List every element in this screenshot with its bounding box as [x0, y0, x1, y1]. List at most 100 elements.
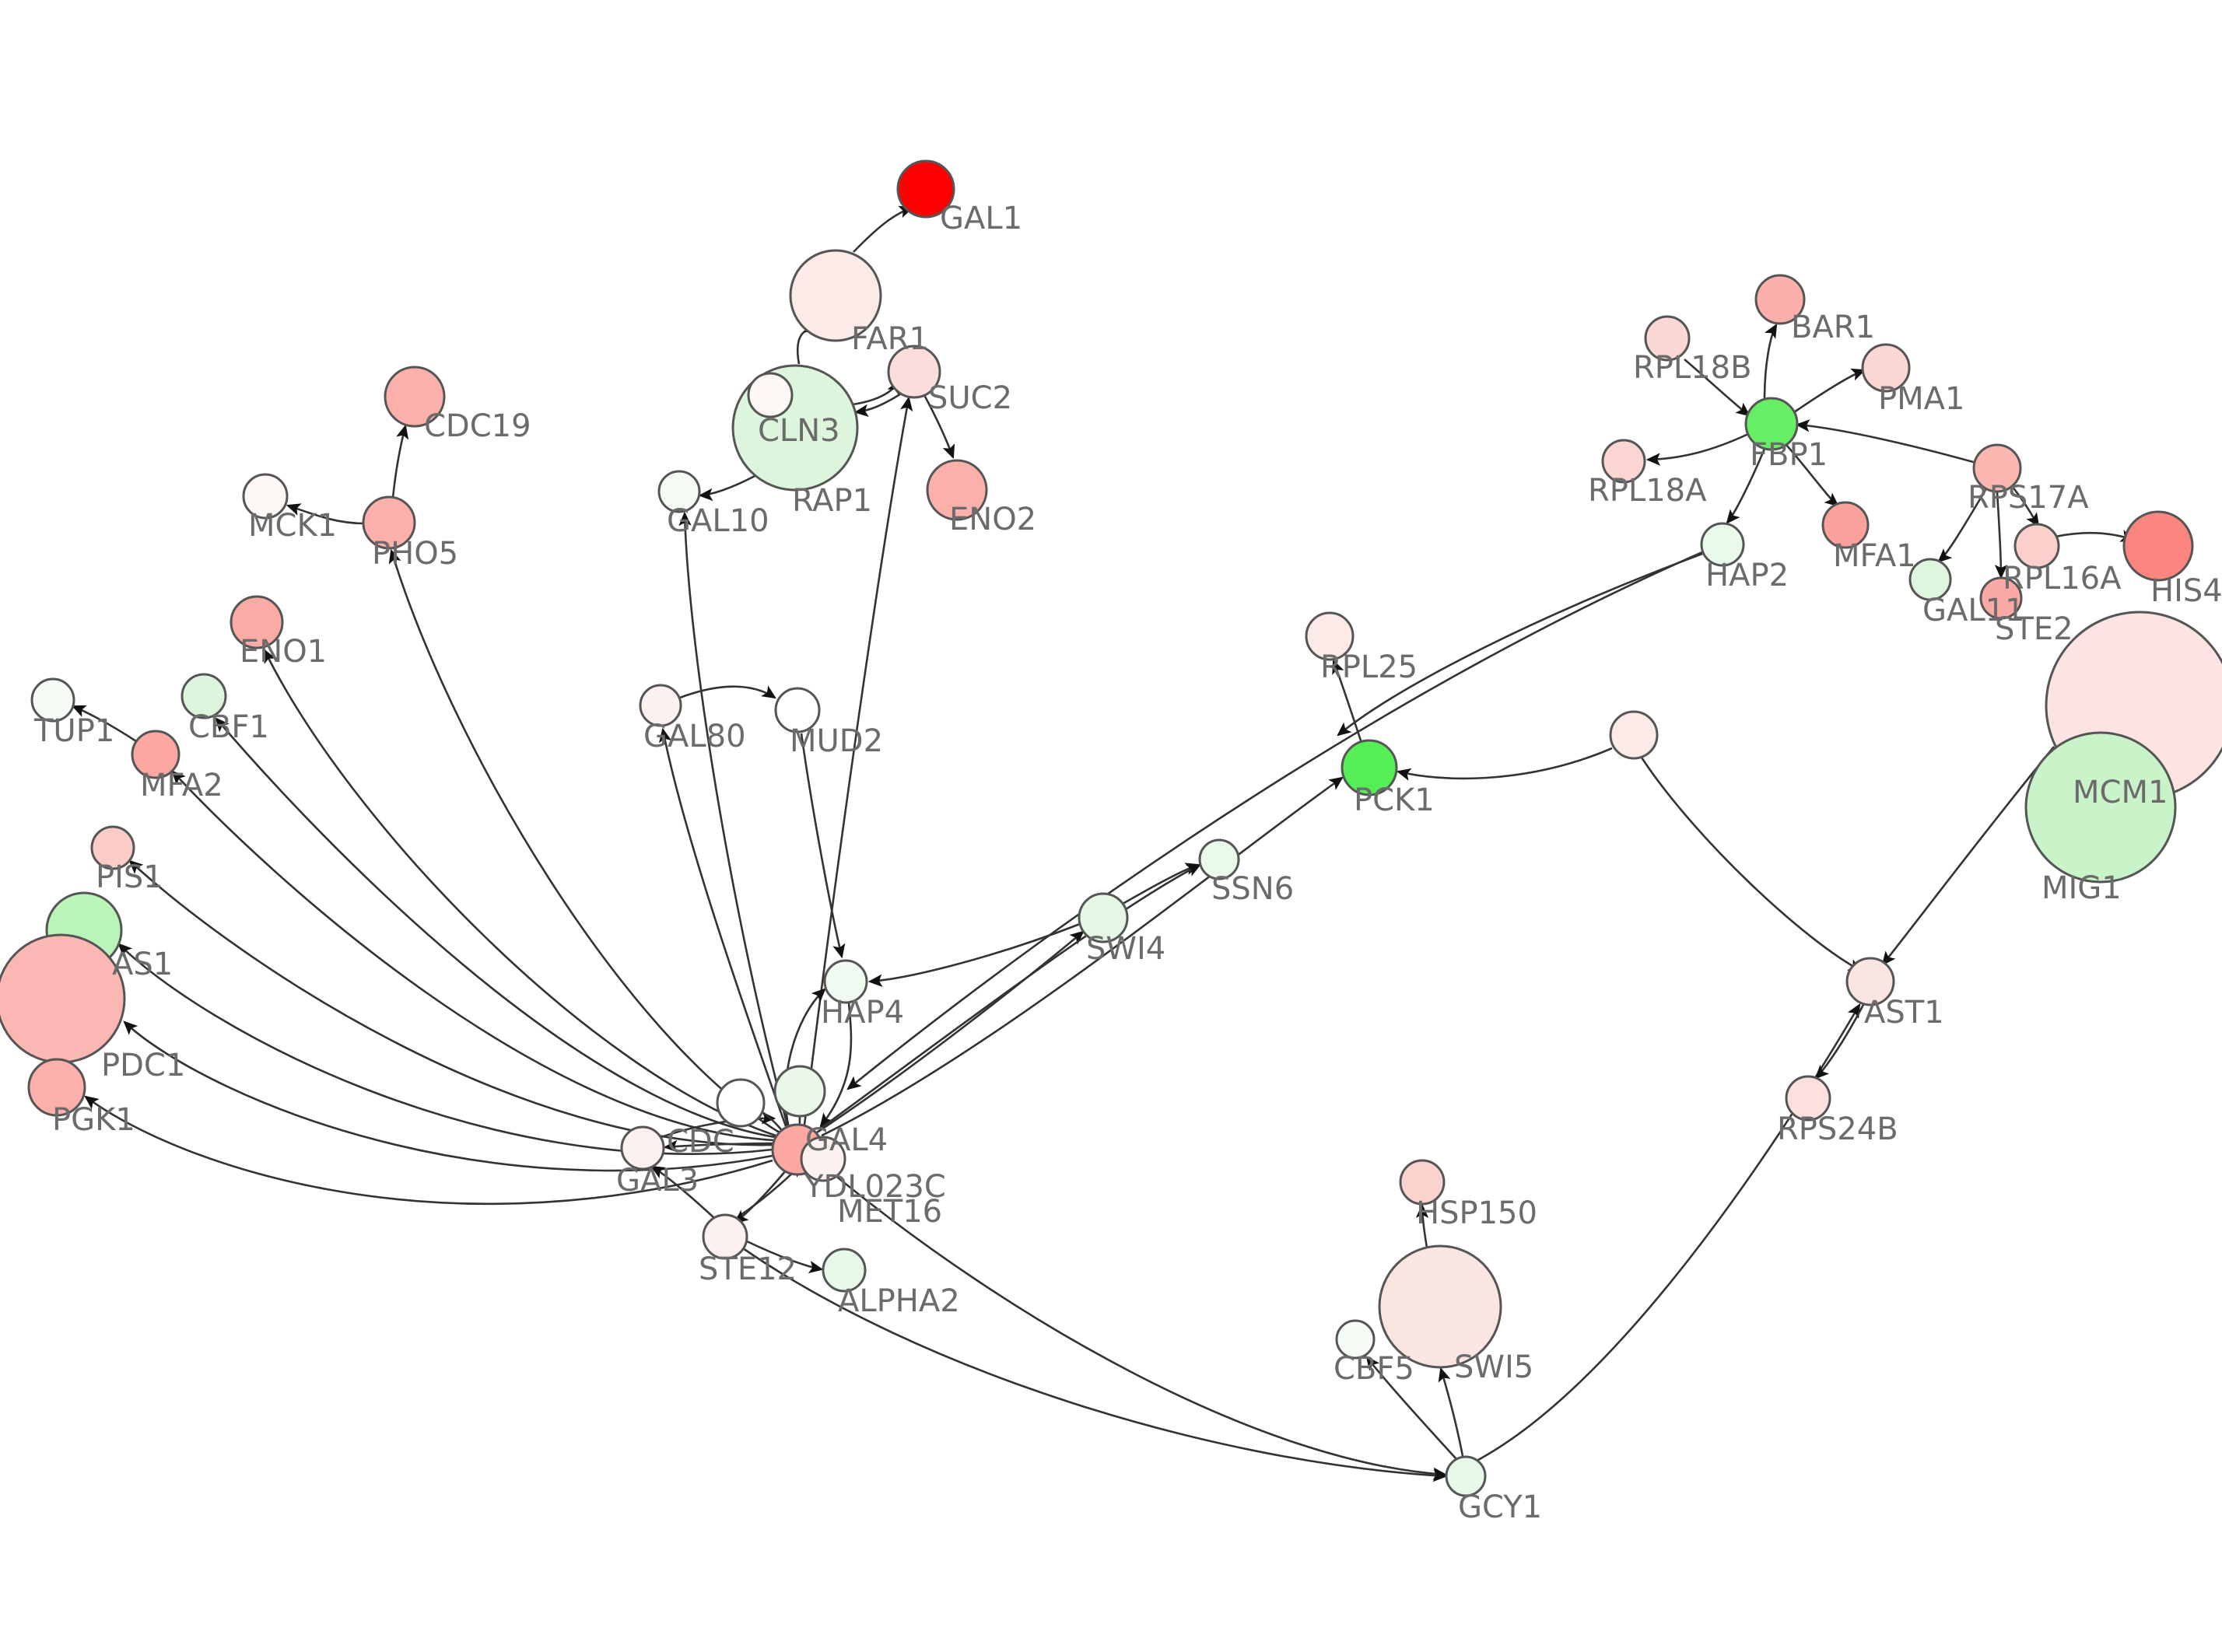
- node-label-pho5: PHO5: [372, 536, 458, 572]
- node-mfa2[interactable]: [131, 730, 180, 779]
- node-cdc19[interactable]: [384, 366, 446, 428]
- node-tup1[interactable]: [30, 677, 75, 723]
- node-his4[interactable]: [2122, 510, 2194, 582]
- node-rpl18a[interactable]: [1601, 439, 1646, 484]
- node-pho5[interactable]: [362, 495, 416, 550]
- edge-gal4-to-pgk1: [84, 1095, 773, 1206]
- node-cbf1[interactable]: [180, 673, 227, 719]
- edge-mfa2-to-tup1: [71, 705, 137, 743]
- node-label-pdc1: PDC1: [101, 1048, 185, 1083]
- edge-mcm1-to-ast1: [1881, 746, 2056, 966]
- node-cdc_hub[interactable]: [716, 1078, 766, 1128]
- node-label-bar1: BAR1: [1791, 310, 1875, 345]
- edge-gcy1-to-cbf5: [1365, 1356, 1457, 1460]
- node-fbp1[interactable]: [1744, 397, 1799, 451]
- node-label-tas1: AS1: [112, 947, 173, 982]
- node-mfa1[interactable]: [1821, 501, 1870, 549]
- node-gal3[interactable]: [620, 1125, 665, 1171]
- node-label-ydl023c: YDL023C: [804, 1169, 946, 1205]
- node-rap1[interactable]: [747, 372, 794, 418]
- node-rpl25[interactable]: [1305, 611, 1355, 661]
- node-label-suc2: SUC2: [928, 380, 1012, 416]
- node-label-rpl18a: RPL18A: [1588, 473, 1707, 509]
- node-label-ssn6: SSN6: [1211, 871, 1294, 907]
- node-label-mck1: MCK1: [248, 508, 337, 544]
- node-gal10[interactable]: [657, 470, 701, 513]
- edges-layer: [71, 205, 2136, 1482]
- node-ast1[interactable]: [1845, 957, 1895, 1006]
- edge-gal3-to-gal4: [661, 1111, 776, 1139]
- node-label-eno2: ENO2: [949, 502, 1036, 537]
- node-rpl18b[interactable]: [1644, 315, 1691, 362]
- edge-suc2-to-cln3: [853, 391, 903, 418]
- node-gal11[interactable]: [1908, 558, 1952, 601]
- edge-hap2-to-pck1: [1337, 552, 1703, 737]
- node-bar1[interactable]: [1754, 274, 1806, 325]
- node-ste12[interactable]: [702, 1213, 748, 1260]
- edge-pho5-to-cdc19: [391, 424, 409, 499]
- node-cbf5[interactable]: [1335, 1319, 1376, 1360]
- node-far1[interactable]: [789, 249, 882, 342]
- node-eno2[interactable]: [926, 459, 988, 521]
- edge-gal4-to-gcy1: [824, 1166, 1448, 1481]
- node-label-mcm1: MCM1: [2073, 775, 2168, 810]
- edge-gal4-to-suc2: [803, 396, 913, 1125]
- edge-far1-to-gal1: [853, 205, 914, 253]
- node-label-eno1: ENO1: [240, 634, 327, 670]
- edge-mud2-to-hap4: [800, 733, 846, 959]
- node-label-pma1: PMA1: [1878, 381, 1964, 417]
- node-hap2[interactable]: [1700, 522, 1745, 567]
- node-hap4[interactable]: [823, 959, 868, 1004]
- node-eno1[interactable]: [230, 595, 284, 649]
- node-gal80[interactable]: [639, 684, 682, 727]
- node-label-swi4: SWI4: [1086, 931, 1165, 967]
- node-pdc1[interactable]: [0, 933, 126, 1064]
- edge-pho5-to-mck1: [286, 503, 365, 525]
- node-alpha2[interactable]: [822, 1248, 867, 1293]
- node-pgk1[interactable]: [27, 1058, 86, 1117]
- node-ssn6[interactable]: [1198, 838, 1240, 880]
- edge-node_right-to-ast1: [1640, 757, 1863, 972]
- node-swi4[interactable]: [1078, 892, 1129, 943]
- node-node_right[interactable]: [1609, 710, 1659, 760]
- edge-swi4-to-hap4: [867, 922, 1081, 987]
- edge-hap2-to-gal4: [846, 551, 1703, 1090]
- node-label-cdc_hub: CDC: [667, 1124, 734, 1160]
- edge-gal80-to-mud2: [679, 685, 776, 699]
- edge-gal4-to-swi4: [816, 930, 1085, 1134]
- node-mck1[interactable]: [242, 473, 289, 520]
- node-hsp150[interactable]: [1399, 1159, 1446, 1206]
- node-mig1[interactable]: [2024, 731, 2177, 884]
- edge-gal4-to-gal3: [663, 1139, 775, 1153]
- node-mud2[interactable]: [774, 687, 821, 733]
- node-rps24b[interactable]: [1785, 1075, 1831, 1122]
- edge-ste12-to-alpha2: [746, 1240, 824, 1274]
- node-met16_node[interactable]: [773, 1065, 826, 1118]
- node-pck1[interactable]: [1341, 739, 1398, 796]
- node-gcy1[interactable]: [1445, 1455, 1487, 1497]
- edge-gal4-to-ste12: [734, 1170, 787, 1224]
- edge-gal4-to-eno1: [263, 648, 776, 1137]
- node-swi5[interactable]: [1378, 1244, 1502, 1369]
- node-suc2[interactable]: [887, 345, 941, 399]
- edge-rpl16a-to-his4: [2055, 530, 2136, 542]
- edge-gal4-to-cbf1: [215, 717, 776, 1139]
- edge-node_right-to-pck1: [1396, 747, 1613, 781]
- node-label-his4: HIS4: [2150, 573, 2222, 609]
- node-gal1[interactable]: [896, 159, 955, 219]
- node-rpl16a[interactable]: [2013, 523, 2060, 569]
- node-label-ast1: AST1: [1864, 995, 1944, 1031]
- node-pis1[interactable]: [90, 825, 135, 870]
- node-pma1[interactable]: [1861, 343, 1911, 393]
- node-ste2[interactable]: [1979, 576, 2023, 620]
- node-label-alpha2: ALPHA2: [838, 1283, 960, 1319]
- node-label-ste12: STE12: [699, 1251, 797, 1287]
- edge-gal4-to-pho5: [388, 548, 779, 1133]
- node-label-rap1: RAP1: [792, 483, 872, 519]
- edge-ste12-to-gal3: [650, 1165, 715, 1219]
- edge-gal4-to-gal80: [659, 727, 787, 1127]
- edge-gal4-to-mfa2: [171, 770, 775, 1142]
- node-rps17a[interactable]: [1972, 443, 2022, 493]
- node-ydl023c[interactable]: [800, 1136, 846, 1182]
